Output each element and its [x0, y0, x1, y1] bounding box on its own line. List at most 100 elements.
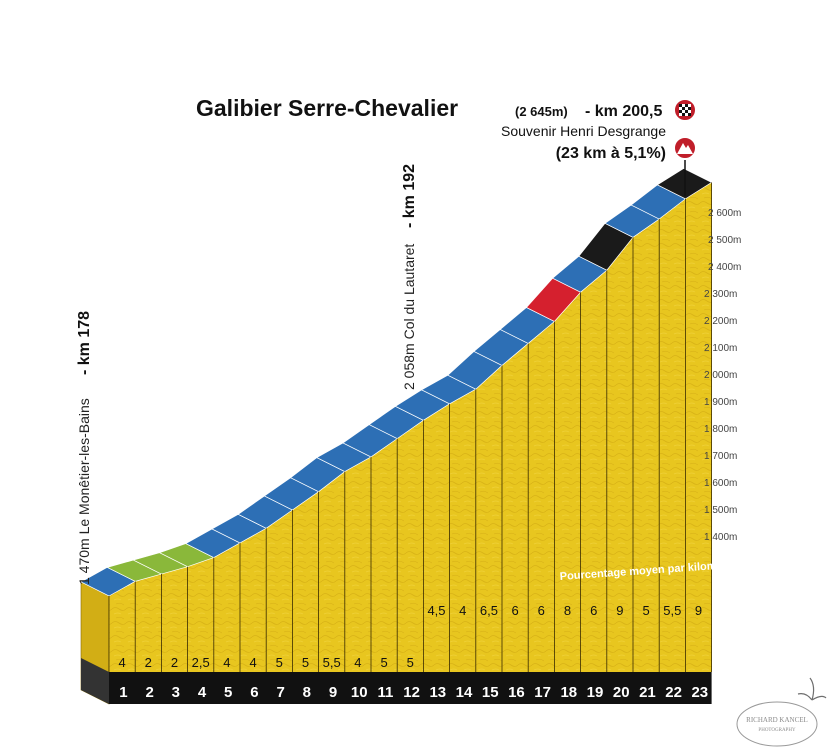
km-marker-label: 13: [429, 684, 446, 701]
altitude-tick-label: 1 400m: [704, 532, 737, 543]
km-marker-label: 9: [329, 684, 337, 701]
km-marker-label: 3: [172, 684, 180, 701]
gradient-labels: 4 2 2 2,5 4 4 5 5 5,5 4 5 5 4,5 4 6,5 6 6 8 6 9 5 5,5 9: [118, 603, 702, 670]
altitude-tick-label: 1 600m: [704, 478, 737, 489]
summit-altitude: (2 645m): [515, 104, 568, 119]
km-marker-label: 1: [119, 684, 127, 701]
gradient-label: 6: [538, 603, 545, 618]
altitude-tick-label: 2 500m: [708, 235, 741, 246]
climb-stats: (23 km à 5,1%): [556, 145, 666, 162]
base-front: [109, 672, 712, 704]
km-front-face: [240, 528, 267, 672]
km-marker-label: 14: [456, 684, 473, 701]
altitude-tick-label: 2 300m: [704, 289, 737, 300]
km-marker-label: 19: [587, 684, 604, 701]
altitude-tick-label: 1 500m: [704, 505, 737, 516]
altitude-tick-label: 1 800m: [704, 424, 737, 435]
km-front-face: [371, 438, 398, 672]
km-front-face: [213, 542, 240, 672]
km-front-face: [344, 456, 371, 672]
souvenir-label: Souvenir Henri Desgrange: [501, 123, 666, 139]
km-marker-label: 8: [303, 684, 311, 701]
altitude-tick-label: 1 900m: [704, 397, 737, 408]
gradient-label: 2: [171, 655, 178, 670]
gradient-label: 9: [695, 603, 702, 618]
km-marker-label: 16: [508, 684, 525, 701]
km-front-face: [397, 420, 424, 672]
gradient-label: 4,5: [427, 603, 445, 618]
km-marker-label: 10: [351, 684, 368, 701]
gradient-label: 2: [145, 655, 152, 670]
km-front-face: [659, 198, 686, 673]
km-marker-label: 2: [145, 684, 153, 701]
km-front-face: [502, 343, 529, 672]
km-front-face: [292, 491, 319, 672]
gradient-label: 5,5: [323, 655, 341, 670]
altitude-tick-label: 2 000m: [704, 370, 737, 381]
km-front-face: [685, 182, 712, 672]
terrain-layer: [80, 167, 713, 705]
km-marker-label: 20: [613, 684, 630, 701]
gradient-label: 2,5: [192, 655, 210, 670]
altitude-tick-label: 2 600m: [708, 208, 741, 219]
km-front-face: [580, 270, 607, 672]
km-front-face: [187, 557, 214, 672]
km-front-face: [266, 509, 293, 672]
km-marker-label: 7: [276, 684, 284, 701]
km-marker-label: 12: [403, 684, 420, 701]
start-km-label: - km 178: [76, 311, 93, 375]
km-front-face: [161, 566, 188, 672]
km-front-face: [109, 581, 136, 672]
altitude-scale: 1 400m 1 500m 1 600m 1 700m 1 800m 1 900m 2 00…: [704, 208, 741, 543]
gradient-label: 6,5: [480, 603, 498, 618]
gradient-label: 5: [302, 655, 309, 670]
gradient-label: 4: [223, 655, 230, 670]
base-side: [81, 658, 109, 704]
gradient-label: 9: [616, 603, 623, 618]
altitude-tick-label: 2 100m: [704, 343, 737, 354]
altitude-tick-label: 2 200m: [704, 316, 737, 327]
km-marker-label: 5: [224, 684, 232, 701]
svg-text:RICHARD KANCEL: RICHARD KANCEL: [746, 716, 808, 724]
km-marker-label: 17: [534, 684, 551, 701]
lautaret-location-label: 2 058m Col du Lautaret: [401, 244, 417, 390]
gradient-label: 5,5: [663, 603, 681, 618]
km-front-face: [135, 574, 162, 672]
mountain-pass-icon: [673, 136, 697, 160]
km-front-face: [423, 403, 450, 672]
gradient-label: 6: [511, 603, 518, 618]
km-front-face: [449, 389, 476, 672]
start-location-label: 1 470m Le Monêtier-les-Bains: [76, 398, 92, 585]
km-base-strip: [81, 658, 712, 704]
km-marker-label: 22: [665, 684, 682, 701]
km-front-face: [475, 365, 502, 672]
altitude-tick-label: 1 700m: [704, 451, 737, 462]
gradient-label: 4: [459, 603, 466, 618]
km-marker-label: 18: [560, 684, 577, 701]
gradient-label: 5: [276, 655, 283, 670]
gradient-label: 4: [354, 655, 361, 670]
km-front-face: [554, 292, 581, 672]
km-front-face: [606, 237, 633, 672]
finish-flag-icon: [673, 98, 697, 122]
svg-text:PHOTOGRAPHY: PHOTOGRAPHY: [758, 728, 796, 733]
km-dividers: [108, 182, 712, 672]
lautaret-km-label: - km 192: [401, 164, 418, 228]
gradient-label: 4: [249, 655, 256, 670]
photographer-watermark: RICHARD KANCEL PHOTOGRAPHY: [736, 677, 827, 747]
gradient-label: 4: [118, 655, 125, 670]
km-marker-label: 6: [250, 684, 258, 701]
km-marker-label: 21: [639, 684, 656, 701]
km-front-face: [633, 219, 660, 672]
km-front-face: [318, 471, 345, 672]
climb-name: Galibier Serre-Chevalier: [196, 95, 458, 121]
km-labels: 1 2 3 4 5 6 7 8 9 10 11 12 13 14 15 16 17 18 19 20 21 22 23: [119, 684, 708, 701]
gradient-label: 8: [564, 603, 571, 618]
km-marker-label: 23: [691, 684, 708, 701]
summit-km: - km 200,5: [585, 103, 662, 120]
gradient-label: 5: [642, 603, 649, 618]
km-marker-label: 4: [198, 684, 207, 701]
km-marker-label: 15: [482, 684, 499, 701]
gradient-label: 5: [407, 655, 414, 670]
